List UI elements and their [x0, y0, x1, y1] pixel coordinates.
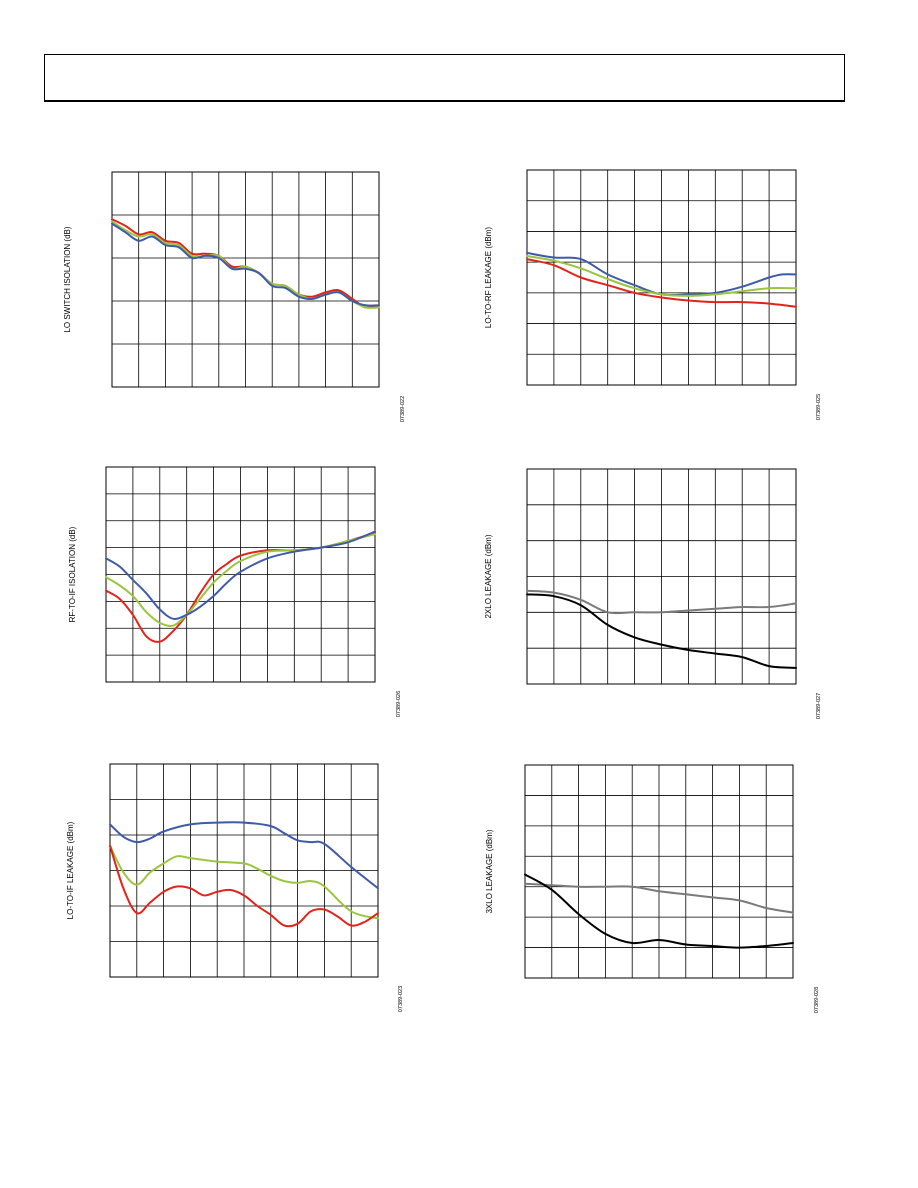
series-line-3 [105, 530, 376, 620]
y-axis-label: RF-TO-IF ISOLATION (dB) [68, 526, 77, 622]
plot-frame [526, 468, 797, 685]
figure-code: 07389-025 [816, 394, 822, 420]
series-line-2 [526, 255, 797, 297]
chart-lo-switch-isolation: LO SWITCH ISOLATION (dB) 07389-022 [63, 171, 406, 422]
figure-code: 07389-023 [398, 986, 404, 1012]
chart-lo-to-if-leakage: LO-TO-IF LEAKAGE (dBm) 07389-023 [66, 763, 404, 1012]
charts-layer: LO SWITCH ISOLATION (dB) 07389-022 LO-TO-R… [63, 169, 822, 1013]
y-axis-label: LO-TO-RF LEAKAGE (dBm) [484, 227, 493, 329]
chart-2xlo-leakage: 2XLO LEAKAGE (dBm) 07389-027 [484, 468, 822, 719]
series-line-3 [111, 222, 380, 307]
series-line-1 [109, 821, 379, 890]
series-line-3 [526, 258, 797, 308]
series-line-2 [109, 844, 379, 920]
plot-frame [105, 466, 376, 683]
y-axis-label: LO SWITCH ISOLATION (dB) [63, 226, 72, 332]
chart-rf-to-if-isolation: RF-TO-IF ISOLATION (dB) 07389-026 [68, 466, 402, 717]
series-line-1 [526, 589, 797, 615]
series-line-3 [109, 844, 379, 928]
y-axis-label: 2XLO LEAKAGE (dBm) [484, 534, 493, 618]
header-box [44, 54, 845, 102]
series-line-1 [524, 882, 794, 914]
y-axis-label: 3XLO LEAKAGE (dBm) [485, 829, 494, 913]
series-line-2 [524, 873, 794, 949]
plot-frame [526, 169, 797, 386]
plot-frame [111, 171, 380, 388]
series-line-2 [526, 593, 797, 669]
plot-frame [109, 763, 379, 978]
figure-code: 07389-026 [396, 691, 402, 717]
plot-frame [524, 764, 794, 979]
chart-3xlo-leakage: 3XLO LEAKAGE (dBm) 07389-028 [485, 764, 820, 1013]
figure-code: 07389-028 [814, 987, 820, 1013]
chart-lo-to-rf-leakage: LO-TO-RF LEAKAGE (dBm) 07389-025 [484, 169, 822, 420]
y-axis-label: LO-TO-IF LEAKAGE (dBm) [66, 821, 75, 919]
figure-code: 07389-022 [400, 396, 406, 422]
figure-code: 07389-027 [816, 693, 822, 719]
